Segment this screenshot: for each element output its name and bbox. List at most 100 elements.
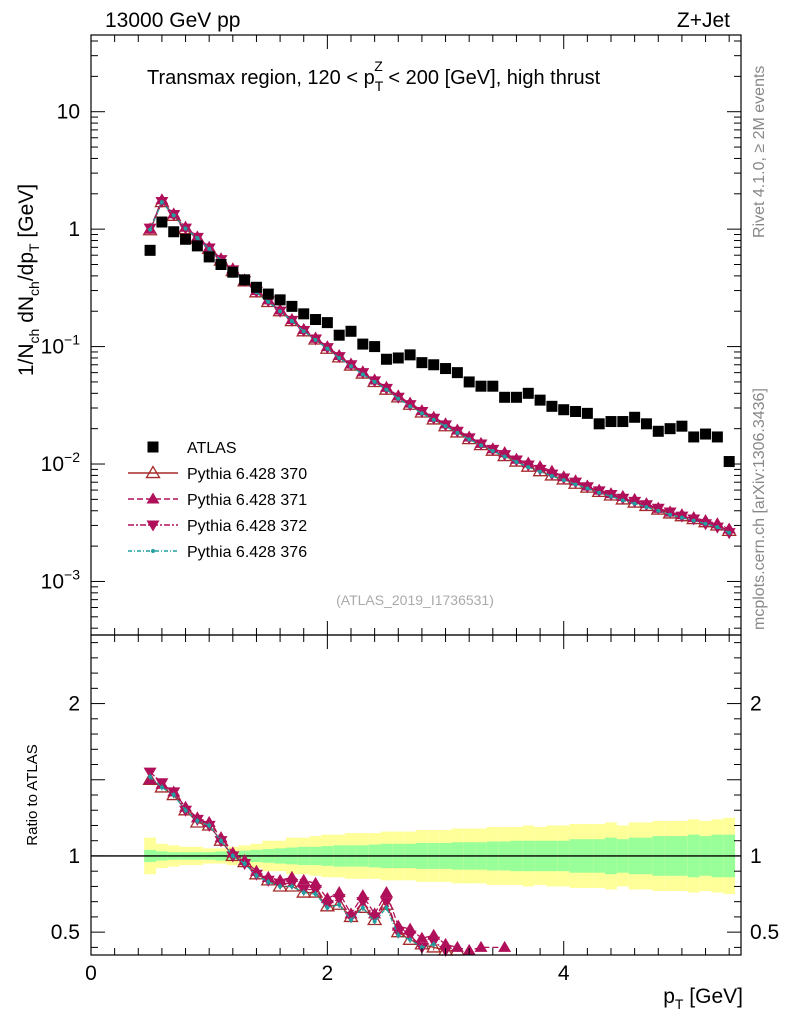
atlas-point [711, 431, 723, 443]
series-point [526, 465, 531, 470]
atlas-point [676, 420, 688, 432]
series-ratio-point [498, 940, 512, 952]
series-point [490, 449, 495, 454]
series-ratio-point [148, 774, 153, 779]
series-ratio-point [242, 861, 247, 866]
series-ratio-point [289, 884, 294, 889]
plot-title-sup: Z [374, 58, 383, 74]
legend-marker [146, 520, 160, 532]
series-ratio-point [360, 905, 365, 910]
analysis-id: (ATLAS_2019_I1736531) [336, 592, 494, 608]
series-point [703, 521, 708, 526]
y-tick-label-main: 10 [57, 101, 80, 124]
series-ratio-point [254, 873, 259, 878]
atlas-point [652, 425, 664, 437]
series-ratio-point [325, 905, 330, 910]
legend-label: Pythia 6.428 370 [187, 466, 307, 483]
atlas-point [629, 411, 641, 423]
series-ratio-point [332, 894, 346, 906]
y-tick-label-ratio-right: 1 [750, 845, 762, 868]
series-point [656, 508, 661, 513]
atlas-point [262, 288, 274, 300]
legend-label: Pythia 6.428 372 [187, 518, 307, 535]
atlas-point [298, 308, 310, 320]
atlas-point [180, 233, 192, 245]
atlas-point [310, 314, 322, 326]
legend-marker [145, 465, 161, 479]
y-tick-label-ratio-left: 1 [68, 845, 80, 868]
atlas-point [333, 329, 345, 341]
atlas-point [510, 391, 522, 403]
series-ratio-point [297, 873, 311, 885]
atlas-point [546, 400, 558, 412]
series-ratio-point [301, 890, 306, 895]
atlas-point [369, 341, 381, 353]
series-point [419, 411, 424, 416]
series-point [561, 478, 566, 483]
series-point [360, 372, 365, 377]
series-ratio-point [450, 940, 464, 952]
series-point [159, 200, 164, 205]
series-ratio-point [266, 879, 271, 884]
plot-title: Transmax region, 120 < pTZ < 200 [GeV], … [147, 58, 601, 94]
series-ratio-point [384, 905, 389, 910]
series-ratio-point [207, 823, 212, 828]
atlas-point [428, 359, 440, 371]
y-axis-label-main: 1/Nch dNch/dpT [GeV] [15, 184, 42, 376]
series-ratio-point [337, 902, 342, 907]
series-ratio-point [171, 793, 176, 797]
atlas-point [404, 349, 416, 361]
series-point [549, 474, 554, 479]
legend-marker [147, 441, 159, 453]
series-point [396, 396, 401, 401]
series-point [727, 530, 732, 535]
series-ratio-point [474, 940, 488, 952]
series-point [538, 469, 543, 474]
series-point [715, 525, 720, 530]
legend: ATLAS Pythia 6.428 370 Pythia 6.428 371 Pyt… [128, 440, 307, 561]
y-tick-label-main: 10−3 [41, 566, 81, 593]
series-point [502, 454, 507, 459]
series-point [668, 512, 673, 517]
atlas-point [700, 428, 712, 440]
series-ratio-point [349, 917, 353, 922]
series-ratio-point [219, 838, 223, 843]
collision-label: 13000 GeV pp [105, 9, 240, 32]
series-point [597, 490, 602, 495]
x-tick-label: 4 [558, 962, 570, 985]
atlas-point [664, 423, 676, 435]
series-line [149, 200, 730, 534]
atlas-point [522, 387, 534, 399]
series-ratio-point [408, 937, 413, 942]
series-point [644, 505, 649, 510]
series-line [149, 200, 730, 534]
plot-title-main: Transmax region, 120 < p [147, 67, 375, 89]
series-point [325, 346, 330, 351]
y-tick-label-ratio-right: 0.5 [750, 921, 779, 944]
legend-label: Pythia 6.428 376 [187, 544, 307, 561]
atlas-point [534, 394, 546, 406]
atlas-point [499, 391, 511, 403]
rivet-label: Rivet 4.1.0, ≥ 2M events [751, 66, 768, 238]
series-ratio-point [284, 878, 300, 892]
series-point [207, 246, 212, 251]
series-ratio-point [313, 892, 318, 897]
plot-title-rest: < 200 [GeV], high thrust [383, 67, 601, 89]
series-ratio-point [396, 933, 401, 938]
series-point [278, 309, 283, 314]
series-point [266, 299, 271, 304]
y-tick-label-main: 10−2 [41, 449, 81, 476]
series-ratio-point [379, 886, 393, 898]
series-point [195, 236, 200, 241]
series-point [691, 518, 696, 523]
atlas-point [688, 431, 700, 443]
series-ratio-point [372, 919, 377, 924]
legend-label: Pythia 6.428 371 [187, 492, 307, 509]
atlas-point [392, 352, 404, 364]
mcplots-label: mcplots.cern.ch [arXiv:1306.3436] [751, 388, 768, 630]
atlas-point [345, 325, 357, 337]
atlas-point [463, 376, 475, 388]
series-point [479, 443, 483, 448]
series-point [171, 213, 176, 218]
atlas-point [451, 367, 463, 379]
